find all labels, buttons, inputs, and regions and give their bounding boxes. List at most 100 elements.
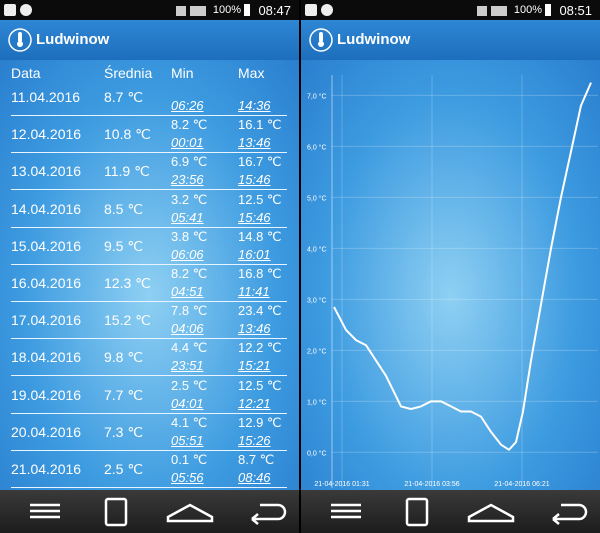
max-cell: 12.9 ℃ <box>238 414 282 430</box>
row-separator <box>11 115 287 116</box>
min-time: 04:06 <box>171 321 204 337</box>
download-button[interactable] <box>405 497 429 527</box>
status-icons <box>305 4 551 16</box>
min-cell: 8.2 ℃ <box>171 266 208 281</box>
min-time: 04:51 <box>171 284 204 299</box>
x-tick-label: 21-04-2016 01:31 <box>314 481 369 488</box>
status-icons <box>4 4 250 16</box>
avg-cell: 2.5 ℃ <box>104 461 144 477</box>
max-time: 15:46 <box>238 209 271 225</box>
max-cell: 12.2 ℃ <box>238 340 282 356</box>
home-button[interactable] <box>467 503 515 523</box>
chart-area: 0,0 °C 1,0 °C 2,0 °C 3,0 °C 4,0 °C 5,0 °C 6,0 … <box>301 60 600 490</box>
date-cell: 15.04.2016 <box>11 237 82 254</box>
chart: 0,0 °C 1,0 °C 2,0 °C 3,0 °C 4,0 °C 5,0 °C 6,0 … <box>307 75 598 488</box>
avg-cell: 15.2 ℃ <box>104 312 151 329</box>
battery-icon <box>244 4 250 16</box>
max-cell: 14.8 ℃ <box>238 228 282 244</box>
back-button[interactable] <box>552 503 588 525</box>
battery: 100% <box>513 4 542 16</box>
min-time: 06:06 <box>171 246 204 262</box>
max-time: 11:41 <box>238 284 270 299</box>
header-cell: Min <box>171 65 194 81</box>
min-cell: 3.8 ℃ <box>171 228 208 244</box>
avg-cell: 7.3 ℃ <box>104 423 144 440</box>
min-cell: 4.4 ℃ <box>171 340 208 356</box>
row-separator <box>11 301 287 302</box>
x-tick-label: 21-04-2016 06:21 <box>494 481 549 488</box>
min-cell: 6.9 ℃ <box>171 154 208 170</box>
max-time: 15:46 <box>238 172 271 188</box>
row-separator <box>11 375 287 377</box>
row-separator <box>11 487 287 488</box>
min-cell: 0.1 ℃ <box>171 452 208 467</box>
max-cell: 23.4 ℃ <box>238 303 282 319</box>
signal-icon <box>190 6 206 16</box>
row-separator <box>11 412 287 414</box>
line-series <box>333 82 592 451</box>
row-separator <box>11 449 287 451</box>
network-icon <box>176 6 186 16</box>
y-tick-label: 4,0 °C <box>307 245 327 253</box>
date-cell: 11.04.2016 <box>11 89 81 105</box>
min-cell: 7.8 ℃ <box>171 303 208 319</box>
avg-cell: 10.8 ℃ <box>104 126 151 143</box>
avg-cell: 9.8 ℃ <box>104 349 144 366</box>
avg-cell: 12.3 ℃ <box>104 275 151 291</box>
row-separator <box>11 226 287 228</box>
date-cell: 18.04.2016 <box>11 349 82 366</box>
home-button[interactable] <box>166 503 214 523</box>
min-time: 23:56 <box>171 172 204 188</box>
max-cell: 16.1 ℃ <box>238 117 282 133</box>
header-cell: Średnia <box>104 65 153 81</box>
menu-button[interactable] <box>331 503 361 519</box>
y-tick-label: 0,0 °C <box>307 449 327 457</box>
status-bar: 100% 08:47 <box>0 0 299 20</box>
min-time: 05:51 <box>171 432 204 448</box>
y-tick-label: 6,0 °C <box>307 143 327 151</box>
y-tick-label: 7,0 °C <box>307 92 327 100</box>
y-tick-label: 2,0 °C <box>307 347 327 355</box>
max-cell: 16.8 ℃ <box>238 266 282 281</box>
x-tick-label: 21-04-2016 03:56 <box>404 481 459 488</box>
min-cell: 3.2 ℃ <box>171 191 208 207</box>
back-button[interactable] <box>251 503 287 525</box>
max-time: 08:46 <box>238 470 271 485</box>
max-time: 14:36 <box>238 98 271 113</box>
app-title: Ludwinow <box>337 31 411 48</box>
min-time: 04:01 <box>171 395 204 411</box>
notify-icon <box>4 4 16 16</box>
left-screen: 100% 08:47 Ludwinow Data Średnia Min Max 11.… <box>0 0 299 533</box>
app-logo <box>8 28 32 52</box>
avg-cell: 11.9 ℃ <box>104 163 150 180</box>
nav-icons[interactable] <box>301 490 600 533</box>
max-cell: 12.5 ℃ <box>238 377 282 393</box>
nav-bar <box>0 490 299 533</box>
max-time: 12:21 <box>238 395 271 411</box>
max-time: 13:46 <box>238 135 271 151</box>
max-time: 15:21 <box>238 358 271 374</box>
menu-button[interactable] <box>30 503 60 519</box>
nav-bar <box>301 490 600 533</box>
max-cell: 12.5 ℃ <box>238 191 282 207</box>
nav-icons[interactable] <box>0 490 299 533</box>
clock: 08:51 <box>559 3 592 18</box>
app-bar: Ludwinow <box>0 20 299 60</box>
avg-cell: 8.5 ℃ <box>104 200 144 217</box>
y-tick-label: 5,0 °C <box>307 194 327 202</box>
min-time: 06:26 <box>171 98 204 113</box>
date-cell: 20.04.2016 <box>11 423 82 440</box>
date-cell: 12.04.2016 <box>11 126 82 143</box>
header-cell: Data <box>11 65 41 81</box>
header-cell: Max <box>238 65 265 81</box>
min-time: 23:51 <box>171 358 204 374</box>
avg-cell: 7.7 ℃ <box>104 386 144 403</box>
date-cell: 14.04.2016 <box>11 200 82 217</box>
download-button[interactable] <box>104 497 128 527</box>
clock: 08:47 <box>258 3 291 18</box>
date-cell: 17.04.2016 <box>11 312 82 329</box>
max-cell: 16.7 ℃ <box>238 154 282 170</box>
min-cell: 8.2 ℃ <box>171 117 208 133</box>
min-cell: 4.1 ℃ <box>171 414 208 430</box>
